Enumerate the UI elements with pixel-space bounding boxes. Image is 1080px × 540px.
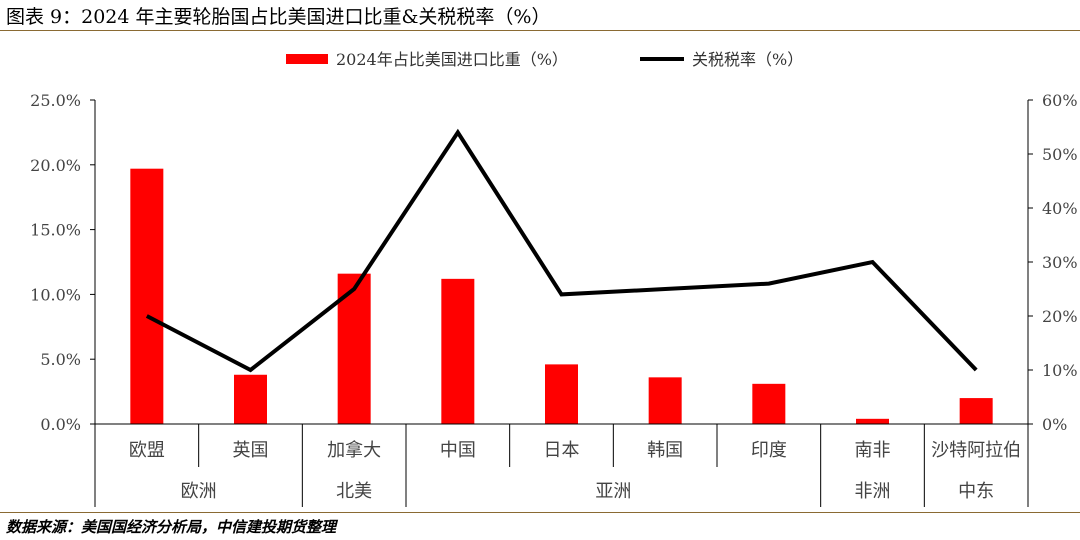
left-axis-ticks: 0.0% 5.0% 10.0% 15.0% 20.0% 25.0%	[30, 91, 95, 434]
figure-title: 图表 9：2024 年主要轮胎国占比美国进口比重&关税税率（%）	[6, 6, 551, 28]
legend-bar-swatch	[286, 54, 328, 64]
bar-欧盟	[130, 168, 164, 424]
bar-印度	[752, 383, 786, 424]
combo-chart: 2024年占比美国进口比重（%） 关税税率（%） 0.0% 5.0% 10.0% 15.…	[30, 50, 1078, 507]
category-label: 欧盟	[129, 440, 165, 461]
group-label: 北美	[336, 481, 372, 502]
group-label: 亚洲	[595, 481, 631, 502]
left-tick-label: 10.0%	[30, 285, 81, 304]
group-label: 欧洲	[181, 481, 217, 502]
group-label: 中东	[958, 481, 994, 502]
category-label: 中国	[440, 440, 476, 461]
bar-series	[130, 168, 993, 424]
category-label: 印度	[751, 440, 787, 461]
right-tick-label: 20%	[1042, 307, 1078, 326]
left-tick-label: 25.0%	[30, 91, 81, 110]
source-rule	[0, 512, 1080, 513]
category-label: 南非	[855, 440, 891, 461]
source-note: 数据来源：美国国经济分析局，中信建投期货整理	[6, 518, 337, 536]
right-tick-label: 60%	[1042, 91, 1078, 110]
category-label: 日本	[544, 440, 580, 461]
category-label: 沙特阿拉伯	[931, 440, 1021, 461]
group-label: 非洲	[855, 481, 891, 502]
legend-bar-label: 2024年占比美国进口比重（%）	[336, 50, 568, 69]
left-tick-label: 20.0%	[30, 156, 81, 175]
right-tick-label: 10%	[1042, 361, 1078, 380]
left-tick-label: 0.0%	[40, 415, 81, 434]
bar-韩国	[648, 377, 682, 424]
bar-日本	[545, 364, 578, 424]
bar-中国	[441, 278, 475, 424]
right-tick-label: 40%	[1042, 199, 1078, 218]
right-tick-label: 50%	[1042, 145, 1078, 164]
category-labels: 欧盟 英国 加拿大 中国 日本 韩国 印度 南非 沙特阿拉伯	[94, 424, 1029, 467]
category-label: 加拿大	[327, 439, 381, 461]
bar-英国	[234, 374, 267, 424]
right-axis-ticks: 0% 10% 20% 30% 40% 50% 60%	[1028, 91, 1078, 434]
right-tick-label: 30%	[1042, 253, 1078, 272]
category-label: 英国	[233, 440, 269, 461]
right-tick-label: 0%	[1042, 415, 1067, 434]
bar-沙特阿拉伯	[959, 398, 993, 424]
legend: 2024年占比美国进口比重（%） 关税税率（%）	[286, 50, 803, 69]
group-labels: 欧洲 北美 亚洲 非洲 中东	[94, 467, 1029, 507]
line-series	[145, 128, 978, 373]
bar-南非	[856, 418, 889, 424]
title-rule	[0, 30, 1080, 31]
left-tick-label: 5.0%	[40, 350, 81, 369]
category-label: 韩国	[647, 440, 683, 461]
left-tick-label: 15.0%	[30, 221, 81, 240]
tariff-line	[145, 128, 978, 373]
legend-line-label: 关税税率（%）	[692, 50, 803, 69]
